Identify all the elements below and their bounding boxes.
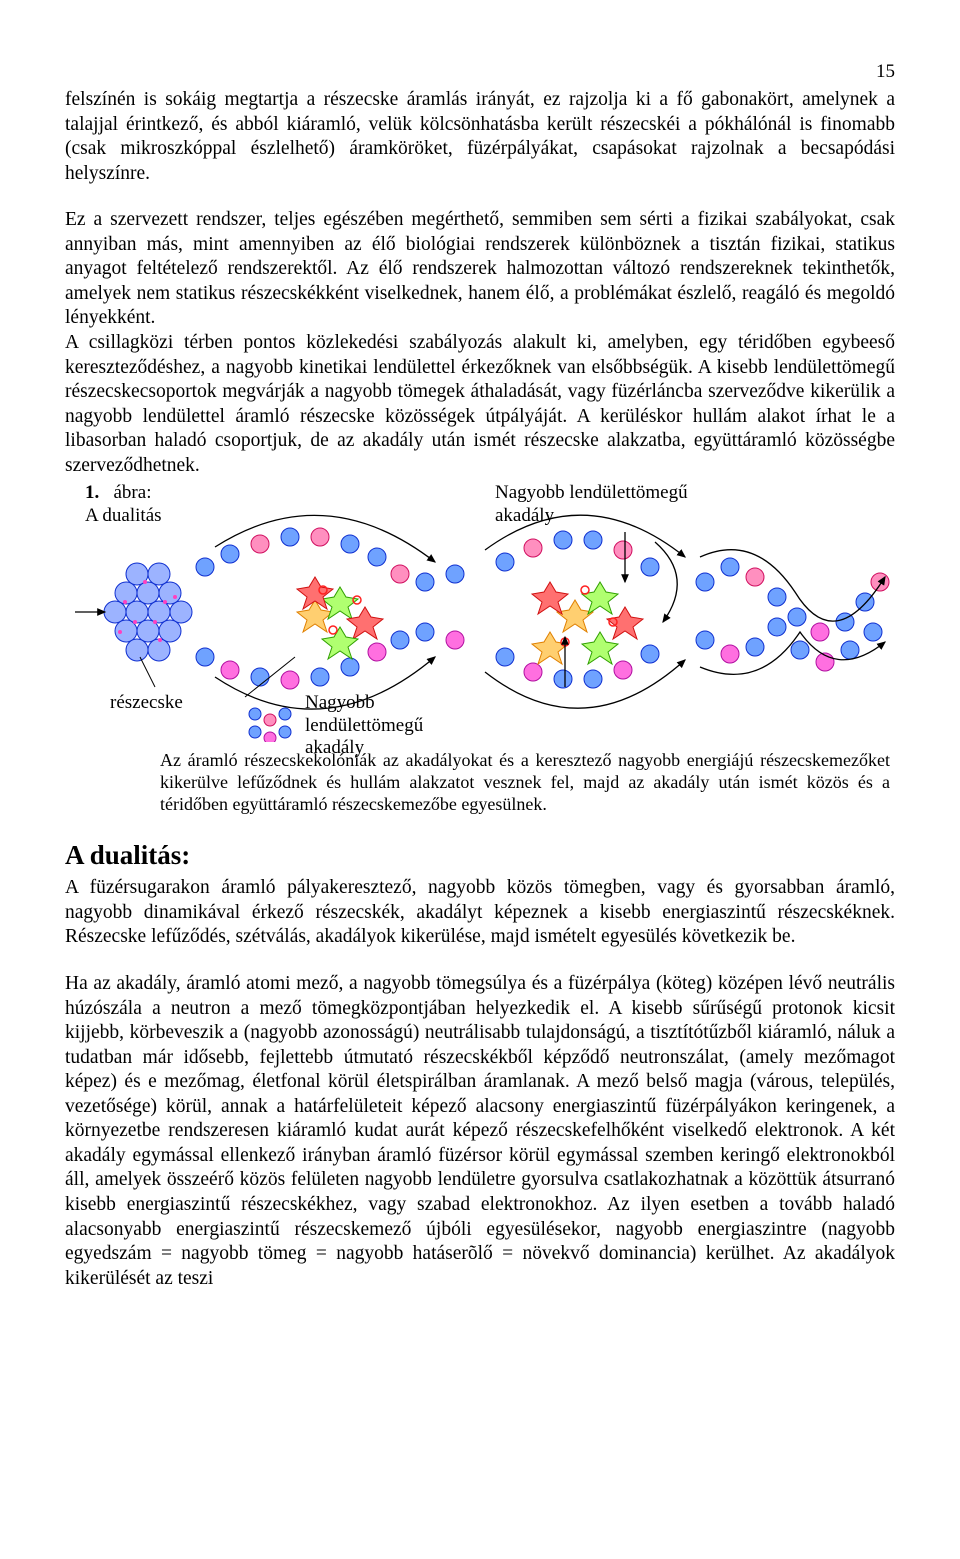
label-obstacle-top: Nagyobb lendülettömegű akadály	[495, 482, 705, 527]
paragraph-top: felszínén is sokáig megtartja a részecsk…	[65, 88, 895, 186]
label-obstacle-mid: Nagyobb lendülettömegű akadály	[305, 692, 445, 759]
figure-title: A dualitás	[85, 505, 162, 526]
diagram-svg	[65, 482, 895, 742]
figure-word: ábra:	[114, 482, 152, 503]
figure-dualitas: 1. ábra: A dualitás Nagyobb lendülettöme…	[65, 482, 895, 742]
paragraph-3: A csillagközi térben pontos közlekedési …	[65, 331, 895, 478]
figure-caption: 1. ábra: A dualitás	[85, 482, 162, 527]
page-number: 15	[65, 60, 895, 84]
label-particle: részecske	[110, 692, 183, 714]
paragraph-2: Ez a szervezett rendszer, teljes egészéb…	[65, 208, 895, 331]
paragraph-4: A füzérsugarakon áramló pályakeresztező,…	[65, 876, 895, 950]
heading-dualitas: A dualitás:	[65, 838, 895, 872]
paragraph-5: Ha az akadály, áramló atomi mező, a nagy…	[65, 972, 895, 1291]
figure-number: 1.	[85, 482, 99, 503]
figure-note: Az áramló részecskekolóniák az akadályok…	[160, 750, 890, 816]
